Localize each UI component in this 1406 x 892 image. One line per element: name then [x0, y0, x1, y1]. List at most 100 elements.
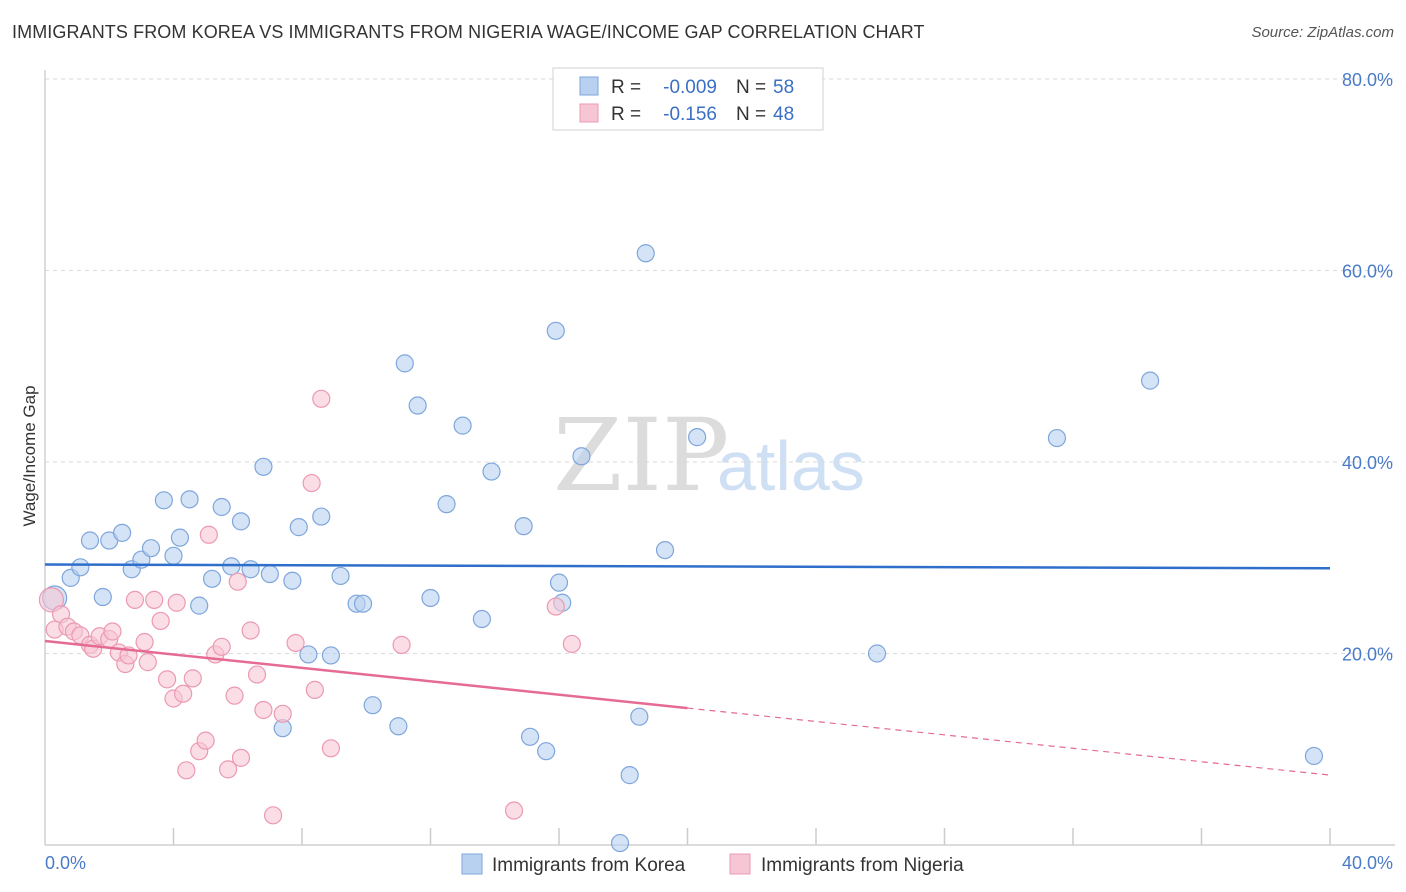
nigeria-point: [286, 633, 305, 653]
nigeria-point: [145, 590, 164, 609]
nigeria-point: [183, 669, 202, 688]
korea-point: [610, 833, 630, 853]
legend-n-value-nigeria: 48: [773, 104, 794, 125]
korea-point: [549, 573, 569, 592]
nigeria-point: [174, 684, 193, 703]
korea-point: [1304, 746, 1324, 766]
legend-r-value-korea: -0.009: [663, 77, 717, 98]
nigeria-point: [273, 704, 292, 723]
nigeria-points: [38, 389, 581, 825]
korea-point: [170, 528, 190, 547]
nigeria-point: [321, 739, 341, 758]
korea-point: [180, 490, 199, 509]
y-tick-label: 60.0%: [1342, 262, 1393, 282]
korea-point: [283, 571, 302, 590]
nigeria-point: [302, 473, 321, 493]
nigeria-point: [247, 665, 267, 684]
korea-point: [572, 447, 591, 466]
korea-point: [867, 644, 887, 663]
nigeria-point: [225, 686, 244, 705]
nigeria-point: [38, 587, 65, 613]
x-axis-ticks: [172, 828, 1331, 845]
korea-point: [1140, 371, 1160, 390]
legend-swatch-nigeria: [579, 103, 599, 123]
y-tick-label: 20.0%: [1342, 645, 1393, 665]
legend-n-label-nigeria: N =: [736, 104, 766, 125]
korea-point: [389, 717, 408, 736]
bottom-legend-swatch-nigeria: [729, 853, 751, 875]
y-tick-label: 40.0%: [1342, 453, 1393, 473]
nigeria-point: [167, 593, 186, 612]
korea-point: [190, 596, 209, 615]
y-axis-title: Wage/Income Gap: [20, 385, 39, 526]
korea-point: [395, 354, 414, 373]
x-tick-label-max: 40.0%: [1342, 853, 1393, 873]
korea-point: [655, 540, 675, 560]
korea-point: [254, 457, 273, 476]
nigeria-point: [219, 760, 238, 779]
nigeria-point: [241, 621, 260, 640]
korea-point: [312, 507, 331, 526]
korea-point: [636, 244, 655, 263]
trend-lines: [44, 563, 1331, 776]
nigeria-point: [254, 700, 273, 720]
nigeria-point: [504, 801, 524, 820]
korea-point: [202, 569, 222, 588]
korea-point: [231, 512, 251, 531]
watermark-atlas: atlas: [717, 427, 865, 505]
y-tick-label: 80.0%: [1342, 70, 1393, 90]
korea-point: [141, 539, 161, 558]
korea-point: [353, 594, 373, 613]
nigeria-point: [263, 806, 283, 825]
source-label: Source: ZipAtlas.com: [1251, 24, 1394, 41]
korea-point: [289, 518, 308, 537]
korea-point: [154, 491, 173, 510]
korea-point: [71, 558, 90, 577]
nigeria-point: [138, 653, 157, 672]
korea-point: [630, 707, 649, 726]
korea-point: [93, 587, 112, 607]
nigeria-trend-line: [44, 639, 688, 710]
nigeria-point: [125, 590, 145, 609]
korea-point: [482, 462, 501, 481]
korea-point: [537, 742, 556, 761]
legend-r-value-nigeria: -0.156: [663, 104, 717, 125]
korea-point: [222, 557, 241, 576]
korea-point: [363, 696, 382, 715]
chart-title: IMMIGRANTS FROM KOREA VS IMMIGRANTS FROM…: [12, 22, 925, 42]
korea-point: [1047, 428, 1067, 448]
korea-point: [164, 546, 183, 565]
korea-point: [241, 560, 260, 579]
x-tick-label-min: 0.0%: [45, 853, 86, 873]
nigeria-point: [231, 748, 251, 767]
nigeria-trend-extension: [687, 707, 1331, 776]
korea-point: [688, 428, 707, 447]
legend-n-value-korea: 58: [773, 77, 794, 98]
nigeria-point: [312, 389, 331, 408]
korea-point: [80, 531, 100, 550]
legend-r-label-korea: R =: [611, 77, 641, 98]
nigeria-point: [228, 572, 247, 591]
nigeria-point: [392, 635, 411, 654]
bottom-legend-label-nigeria: Immigrants from Nigeria: [761, 855, 964, 876]
correlation-legend: R = -0.009 N = 58 R = -0.156 N = 48: [552, 67, 824, 131]
korea-point: [520, 727, 540, 746]
korea-point: [321, 646, 341, 665]
legend-n-label-korea: N =: [736, 77, 766, 98]
legend-r-label-nigeria: R =: [611, 104, 641, 125]
korea-point: [514, 517, 533, 536]
korea-point: [620, 766, 639, 785]
nigeria-point: [103, 622, 122, 641]
nigeria-point: [151, 611, 170, 631]
nigeria-point: [305, 680, 324, 699]
korea-trend-line: [44, 563, 1331, 570]
korea-point: [212, 497, 231, 517]
nigeria-point: [546, 597, 565, 616]
nigeria-point: [177, 761, 196, 780]
bottom-legend-swatch-korea: [461, 853, 483, 875]
korea-point: [472, 609, 491, 629]
nigeria-point: [199, 525, 218, 544]
korea-point: [421, 588, 440, 608]
korea-point: [453, 416, 472, 435]
